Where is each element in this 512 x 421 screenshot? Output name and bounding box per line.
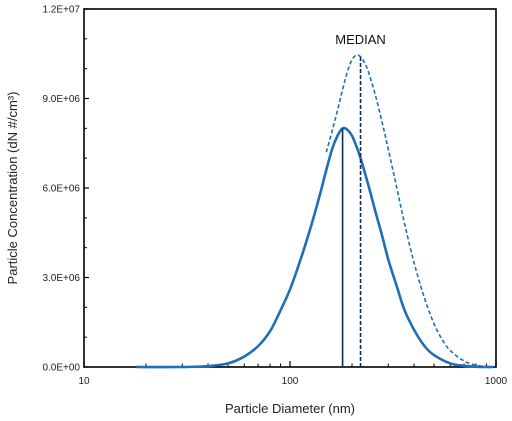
y-axis-title: Particle Concentration (dN #/cm³): [5, 92, 20, 285]
x-axis-title: Particle Diameter (nm): [225, 401, 355, 416]
y-tick-label: 0.0E+00: [42, 363, 80, 374]
y-tick-label: 9.0E+06: [42, 94, 80, 105]
x-tick-label: 1000: [485, 376, 508, 387]
y-tick-label: 6.0E+06: [42, 184, 80, 195]
y-ticks: 0.0E+00 3.0E+06 6.0E+06 9.0E+06 1.2E+07: [42, 5, 89, 374]
series-line-solid: [136, 126, 494, 369]
series-line-dashed: [325, 54, 494, 368]
series-layer: [136, 54, 494, 369]
plot-frame: [83, 8, 497, 368]
x-tick-label: 100: [282, 376, 299, 387]
median-markers: [341, 55, 362, 367]
x-tick-label: 10: [78, 376, 90, 387]
y-tick-label: 3.0E+06: [42, 273, 80, 284]
y-tick-label: 1.2E+07: [42, 5, 80, 16]
median-annotation: MEDIAN: [335, 32, 386, 47]
x-ticks: 10 100 1000: [78, 361, 508, 387]
